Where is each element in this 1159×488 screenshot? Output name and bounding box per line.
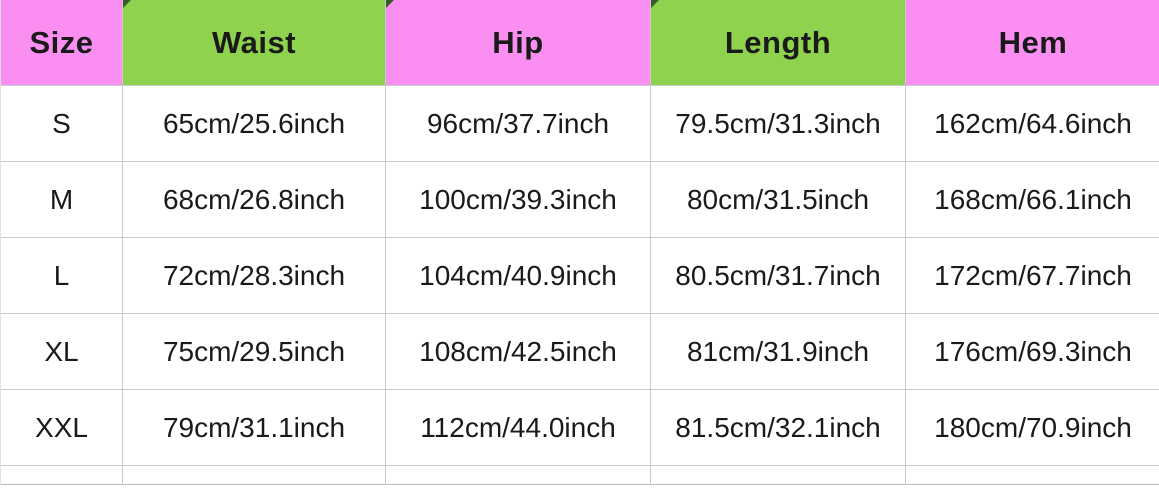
hem-cell: 172cm/67.7inch [906,238,1159,314]
footer-strip-cell [386,466,651,485]
length-cell: 81cm/31.9inch [651,314,906,390]
header-label-length: Length [724,24,832,60]
header-cell-waist: Waist [123,0,386,86]
size-cell: XXL [1,390,123,466]
hip-cell: 100cm/39.3inch [386,162,651,238]
hip-cell: 96cm/37.7inch [386,86,651,162]
size-cell: L [1,238,123,314]
hem-cell: 176cm/69.3inch [906,314,1159,390]
cell-corner-marker-icon [651,0,659,8]
hem-cell: 162cm/64.6inch [906,86,1159,162]
length-cell: 80cm/31.5inch [651,162,906,238]
length-cell: 81.5cm/32.1inch [651,390,906,466]
header-cell-size: Size [1,0,123,86]
header-label-waist: Waist [211,24,297,60]
hem-cell: 180cm/70.9inch [906,390,1159,466]
hip-cell: 112cm/44.0inch [386,390,651,466]
waist-cell: 75cm/29.5inch [123,314,386,390]
footer-strip-cell [1,466,123,485]
waist-cell: 79cm/31.1inch [123,390,386,466]
size-cell: XL [1,314,123,390]
cell-corner-marker-icon [123,0,131,8]
length-cell: 80.5cm/31.7inch [651,238,906,314]
size-cell: S [1,86,123,162]
header-cell-length: Length [651,0,906,86]
header-cell-hem: Hem [906,0,1159,86]
header-cell-hip: Hip [386,0,651,86]
header-label-size: Size [29,24,94,60]
footer-strip-cell [651,466,906,485]
header-label-hip: Hip [492,24,544,60]
size-cell: M [1,162,123,238]
hip-cell: 108cm/42.5inch [386,314,651,390]
waist-cell: 68cm/26.8inch [123,162,386,238]
footer-strip-cell [906,466,1159,485]
waist-cell: 65cm/25.6inch [123,86,386,162]
hip-cell: 104cm/40.9inch [386,238,651,314]
cell-corner-marker-icon [386,0,394,8]
header-label-hem: Hem [998,24,1068,60]
length-cell: 79.5cm/31.3inch [651,86,906,162]
hem-cell: 168cm/66.1inch [906,162,1159,238]
waist-cell: 72cm/28.3inch [123,238,386,314]
footer-strip-cell [123,466,386,485]
